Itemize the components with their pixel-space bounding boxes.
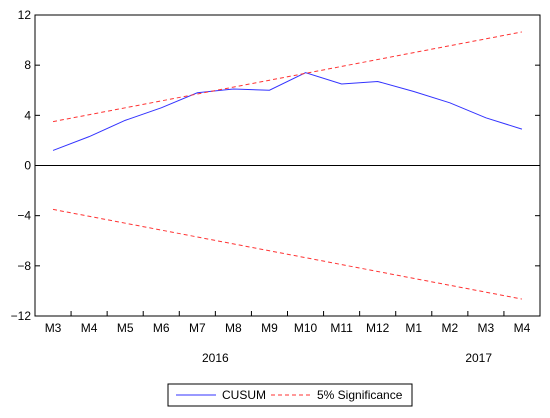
legend: CUSUM 5% Significance — [167, 383, 413, 407]
x-tick-label: M10 — [294, 321, 318, 335]
y-tick-label: 4 — [24, 108, 31, 122]
x-tick-label: M3 — [478, 321, 495, 335]
x-tick-label: M8 — [225, 321, 242, 335]
y-tick-label: 8 — [24, 58, 31, 72]
x-tick-label: M4 — [81, 321, 98, 335]
series-line-significance-lower — [52, 208, 523, 300]
x-tick-label: M7 — [189, 321, 206, 335]
series-line-cusum — [52, 72, 523, 151]
x-tick-label: M2 — [441, 321, 458, 335]
y-tick-label: −4 — [17, 209, 31, 223]
series-line-5-significance — [52, 31, 523, 123]
x-tick-label: M11 — [330, 321, 353, 335]
x-tick-label: M4 — [514, 321, 531, 335]
x-tick-label: M12 — [366, 321, 390, 335]
y-tick-label: 12 — [18, 8, 32, 22]
legend-label: 5% Significance — [317, 388, 403, 402]
legend-label: CUSUM — [222, 388, 266, 402]
x-tick-label: M3 — [45, 321, 62, 335]
legend-box — [167, 383, 413, 407]
year-label: 2017 — [465, 351, 492, 365]
plot-area: 12 8 4 0 −4 −8 −12 M3 M4 M5 M6 M7 M8 M9 M10 M11 M12 M1 M2 M… — [11, 8, 541, 365]
x-tick-label: M1 — [405, 321, 422, 335]
x-tick-label: M6 — [153, 321, 170, 335]
x-tick-label: M5 — [117, 321, 134, 335]
y-tick-label: −8 — [17, 259, 31, 273]
year-label: 2016 — [202, 351, 229, 365]
x-tick-label: M9 — [261, 321, 278, 335]
y-tick-label: −12 — [11, 309, 32, 323]
y-tick-label: 0 — [24, 159, 31, 173]
